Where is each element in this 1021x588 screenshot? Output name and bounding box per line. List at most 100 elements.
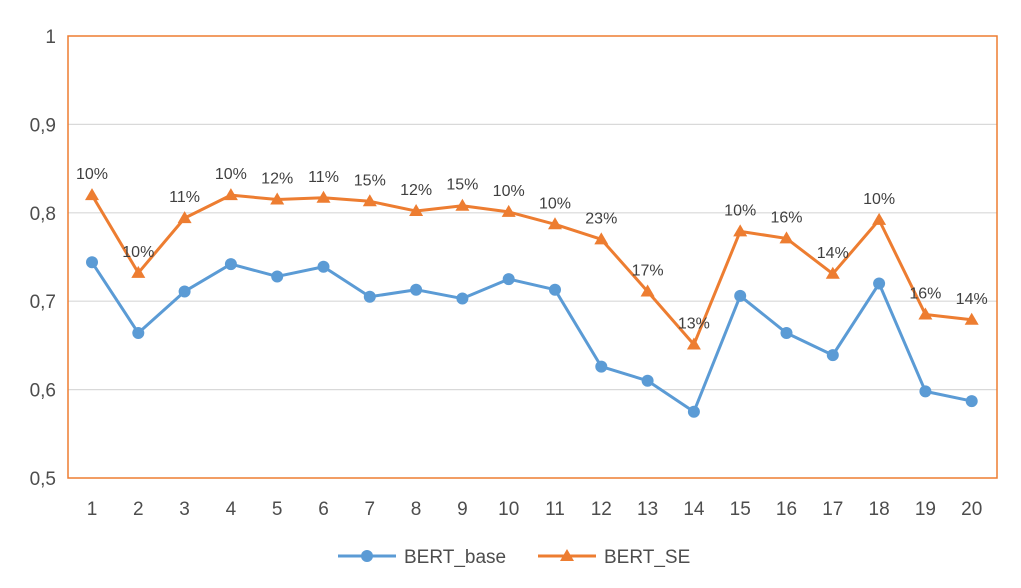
data-label: 14% <box>956 291 988 308</box>
x-axis-ticks: 1 2 3 4 5 6 7 8 9 10 11 12 13 14 15 16 17 18 19 20 <box>87 499 983 520</box>
data-label: 17% <box>632 262 664 279</box>
data-point-bert-base <box>873 277 886 290</box>
data-point-bert-se <box>85 188 99 201</box>
data-point-bert-base <box>919 385 932 398</box>
y-tick-label: 0,8 <box>30 204 56 225</box>
plot-area-border <box>67 35 998 479</box>
data-point-bert-se <box>223 188 238 201</box>
data-point-bert-se <box>825 266 840 279</box>
data-label: 15% <box>446 177 478 194</box>
x-tick-label: 9 <box>457 499 468 520</box>
data-label: 10% <box>493 183 525 200</box>
data-label: 16% <box>770 209 802 226</box>
data-point-bert-se <box>918 307 933 320</box>
data-point-bert-base <box>132 327 145 340</box>
y-tick-label: 0,6 <box>30 381 56 402</box>
data-point-bert-se <box>872 212 887 225</box>
data-point-bert-base <box>456 292 469 305</box>
data-label: 13% <box>678 316 710 333</box>
y-tick-label: 0,9 <box>30 115 56 136</box>
data-point-bert-se <box>316 190 331 203</box>
data-label: 11% <box>308 169 339 186</box>
data-point-bert-base <box>224 258 237 271</box>
data-point-bert-base <box>178 285 191 298</box>
x-tick-label: 13 <box>637 499 658 520</box>
data-point-bert-base <box>502 273 515 286</box>
data-labels: 10% 10% 11% 10% 12% 11% 15% 12% 15% 10% 10% 23% 17% 1… <box>76 166 988 332</box>
data-label: 10% <box>122 244 154 261</box>
x-tick-label: 19 <box>915 499 936 520</box>
data-point-bert-se <box>501 204 516 217</box>
legend-label-bert-se: BERT_SE <box>604 547 690 568</box>
data-point-bert-se <box>686 337 701 350</box>
data-point-bert-se <box>640 284 655 297</box>
data-label: 15% <box>354 172 386 189</box>
data-point-bert-se <box>362 194 377 207</box>
data-point-bert-base <box>595 360 608 373</box>
x-tick-label: 6 <box>318 499 329 520</box>
x-tick-label: 8 <box>411 499 422 520</box>
data-point-bert-base <box>826 349 839 362</box>
data-label: 10% <box>215 166 247 183</box>
data-point-bert-se <box>594 232 609 245</box>
y-tick-label: 1 <box>45 27 56 48</box>
x-tick-label: 7 <box>365 499 376 520</box>
x-tick-label: 5 <box>272 499 283 520</box>
x-tick-label: 16 <box>776 499 797 520</box>
data-point-bert-se <box>177 211 192 224</box>
data-point-bert-se <box>409 204 424 217</box>
data-point-bert-base <box>780 327 793 340</box>
data-point-bert-base <box>549 283 561 296</box>
data-point-bert-se <box>733 224 748 237</box>
data-point-bert-se <box>964 312 979 325</box>
data-point-bert-base <box>734 289 747 302</box>
y-axis-ticks: 0,5 0,6 0,7 0,8 0,9 1 <box>30 27 56 490</box>
data-point-bert-base <box>641 374 654 387</box>
legend-marker-bert-base <box>361 550 373 562</box>
x-tick-label: 20 <box>961 499 982 520</box>
data-label: 12% <box>261 171 293 188</box>
data-label: 23% <box>585 210 617 227</box>
data-label: 10% <box>539 195 571 212</box>
y-tick-label: 0,5 <box>30 469 56 490</box>
data-point-bert-se <box>548 217 562 230</box>
legend-label-bert-base: BERT_base <box>404 547 506 568</box>
data-point-bert-se <box>779 231 794 244</box>
data-point-bert-base <box>363 290 376 303</box>
y-tick-label: 0,7 <box>30 292 56 313</box>
data-label: 10% <box>76 166 108 183</box>
data-label: 10% <box>863 191 895 208</box>
x-tick-label: 3 <box>179 499 190 520</box>
data-point-bert-base <box>410 283 423 296</box>
x-tick-label: 17 <box>822 499 843 520</box>
data-point-bert-base <box>271 270 284 283</box>
series-group <box>85 188 979 418</box>
data-point-bert-base <box>687 405 700 418</box>
series-line-bert-base <box>90 261 973 414</box>
x-tick-label: 15 <box>730 499 751 520</box>
data-label: 11% <box>169 189 200 206</box>
data-point-bert-base <box>965 395 978 408</box>
series-line-bert-se <box>90 193 972 347</box>
x-tick-label: 11 <box>545 499 565 520</box>
data-point-bert-base <box>86 256 98 269</box>
gridlines <box>68 123 997 391</box>
x-tick-label: 1 <box>87 499 98 520</box>
x-tick-label: 14 <box>683 499 705 520</box>
legend: BERT_base BERT_SE <box>338 547 690 568</box>
x-tick-label: 4 <box>226 499 237 520</box>
x-tick-label: 10 <box>498 499 519 520</box>
legend-marker-bert-se <box>560 549 574 561</box>
x-tick-label: 12 <box>591 499 612 520</box>
data-label: 10% <box>724 202 756 219</box>
data-point-bert-base <box>317 260 330 273</box>
data-point-bert-se <box>131 265 146 278</box>
data-label: 16% <box>909 285 941 302</box>
data-label: 14% <box>817 245 849 262</box>
data-label: 12% <box>400 182 432 199</box>
data-point-bert-se <box>270 192 285 205</box>
x-tick-label: 18 <box>869 499 890 520</box>
x-tick-label: 2 <box>133 499 144 520</box>
data-point-bert-se <box>455 198 470 211</box>
